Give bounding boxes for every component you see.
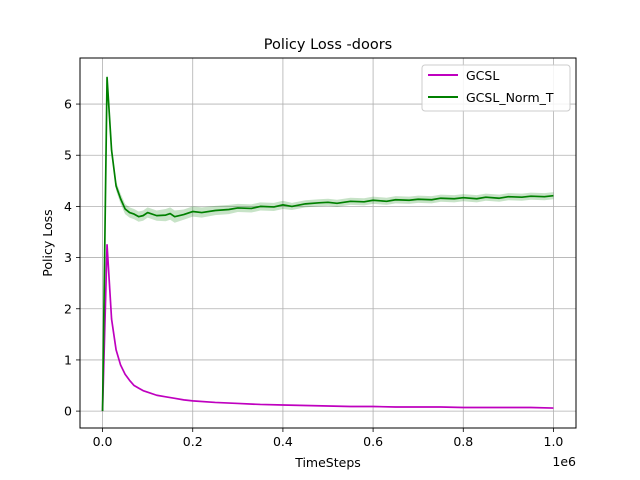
x-tick-label: 0.2 (183, 434, 203, 449)
x-axis-label: TimeSteps (294, 455, 361, 470)
x-tick-label: 0.0 (93, 434, 113, 449)
y-tick-label: 0 (64, 404, 72, 419)
y-tick-label: 4 (64, 199, 72, 214)
x-axis-offset-label: 1e6 (552, 454, 576, 469)
x-tick-label: 0.8 (453, 434, 473, 449)
series-line-gcsl-norm-t (101, 76, 554, 412)
y-tick-label: 2 (64, 301, 72, 316)
y-tick-label: 6 (64, 97, 72, 112)
x-tick-label: 0.4 (273, 434, 293, 449)
x-tick-label: 0.6 (363, 434, 383, 449)
y-tick-label: 3 (64, 250, 72, 265)
plot-frame (79, 57, 577, 429)
x-axis-ticks: 0.0 0.2 0.4 0.6 0.8 1.0 (93, 428, 564, 449)
legend-label-gcsl: GCSL (466, 68, 499, 83)
y-axis-label: Policy Loss (40, 209, 55, 276)
legend-label-gcsl-norm-t: GCSL_Norm_T (466, 90, 554, 105)
chart-title: Policy Loss -doors (264, 37, 392, 53)
x-tick-label: 1.0 (544, 434, 564, 449)
legend: GCSL GCSL_Norm_T (421, 64, 571, 112)
series-lines (101, 76, 554, 412)
y-axis-ticks: 0 1 2 3 4 5 6 (64, 97, 80, 419)
y-tick-label: 1 (64, 352, 72, 367)
series-line-gcsl (101, 243, 554, 412)
legend-box (421, 64, 571, 112)
y-tick-label: 5 (64, 148, 72, 163)
grid-lines (80, 58, 576, 428)
